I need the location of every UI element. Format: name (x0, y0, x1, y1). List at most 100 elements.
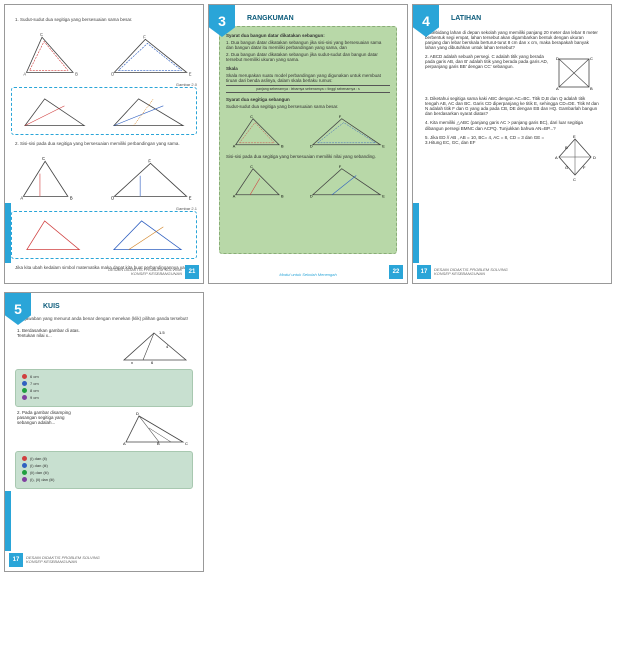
p3-sidebar (413, 203, 419, 263)
p4-opt1c[interactable]: 8 cm (22, 388, 186, 393)
svg-text:B: B (590, 86, 593, 91)
p3-footer2: KONSEP KESEBANGUNAN (434, 272, 508, 276)
svg-text:E: E (382, 194, 385, 198)
p2-greenbox: Syarat dua bangun datar dikatakan sebang… (219, 26, 397, 254)
p3-q2: 2. ABCD adalah sebuah persegi. C adalah … (425, 54, 551, 92)
svg-text:D: D (556, 56, 559, 61)
svg-text:D: D (111, 195, 114, 200)
p4-opt2d[interactable]: (i), (ii) dan (iii) (22, 477, 186, 482)
svg-text:E: E (382, 145, 385, 149)
page-4: 5 KUIS Pilih jawaban yang menurut anda b… (4, 292, 204, 572)
p1-figure-4 (15, 215, 193, 255)
svg-text:B: B (75, 71, 78, 76)
p1-footer2: KONSEP KESEBANGUNAN (108, 272, 182, 276)
p4-num: 17 (9, 553, 23, 567)
page-1: 1. Sudut-sudut dua segitiga yang bersesu… (4, 4, 204, 284)
svg-text:F: F (143, 34, 146, 39)
p1-figure-2 (15, 91, 193, 131)
svg-text:C: C (590, 56, 593, 61)
p4-opt1d[interactable]: 9 cm (22, 395, 186, 400)
p4-q2-figure: A C D B (121, 410, 191, 448)
svg-text:A: A (123, 441, 126, 446)
p2-num: 22 (389, 265, 403, 279)
svg-text:A: A (233, 194, 236, 198)
svg-text:C: C (573, 177, 576, 182)
p2-l2: 1. Dua bangun datar dikatakan sebangun j… (226, 40, 390, 50)
svg-text:F: F (339, 164, 342, 168)
p1-box-1 (11, 87, 197, 136)
p2-footer-center: Modul untuk Sekolah Menengah (209, 272, 407, 277)
p2-l9: Sisi-sisi pada dua segitiga yang bersesu… (226, 154, 390, 159)
p4-q1b: Tentukan nilai x... (17, 333, 117, 338)
p4-opt2b[interactable]: (i) dan (iii) (22, 463, 186, 468)
p1-figure-1: A B C D E F (11, 29, 197, 81)
p3-num: 17 (417, 265, 431, 279)
p3-q5-figure: EA DC BG F (551, 135, 599, 185)
svg-text:A: A (23, 71, 26, 76)
p2-formula: panjang sebenarnya : lebarnya sebenarnya… (226, 85, 390, 93)
p1-figure-3: A B C D E F (11, 153, 197, 205)
svg-text:F: F (339, 115, 342, 119)
page-2: 3 RANGKUMAN Syarat dua bangun datar dika… (208, 4, 408, 284)
p4-footer2: KONSEP KESEBANGUNAN (26, 560, 100, 564)
p4-intro: Pilih jawaban yang menurut anda benar de… (11, 314, 197, 324)
svg-text:B: B (565, 145, 568, 150)
svg-text:F: F (583, 165, 586, 170)
p1-num: 21 (185, 265, 199, 279)
p1-box-2 (11, 211, 197, 260)
p4-footer: 17 DESAIN DIDAKTIS PROBLEM SOLVING KONSE… (9, 553, 100, 567)
svg-text:C: C (42, 156, 45, 161)
p1-footer: DESAIN DIDAKTIS PROBLEM SOLVING KONSEP K… (108, 265, 199, 279)
svg-text:A: A (20, 195, 23, 200)
p2-title: RANGKUMAN (247, 15, 401, 22)
p4-opt1a[interactable]: 6 cm (22, 374, 186, 379)
svg-text:B: B (70, 195, 73, 200)
svg-text:D: D (593, 155, 596, 160)
svg-text:E: E (189, 195, 192, 200)
svg-text:C: C (40, 32, 43, 37)
svg-text:A: A (556, 86, 559, 91)
svg-text:4: 4 (166, 344, 169, 349)
svg-text:D: D (310, 145, 313, 149)
svg-text:B: B (281, 145, 284, 149)
p2-figure-1: A B C D E F (226, 111, 390, 150)
svg-text:E: E (573, 135, 576, 139)
svg-text:F: F (148, 158, 151, 163)
p1-item2: 2. Sisi-sisi pada dua segitiga yang bers… (15, 141, 193, 147)
p4-opt2c[interactable]: (ii) dan (iii) (22, 470, 186, 475)
p4-options-2: (i) dan (ii) (i) dan (iii) (ii) dan (iii… (15, 451, 193, 489)
p3-footer: 17 DESAIN DIDAKTIS PROBLEM SOLVING KONSE… (417, 265, 508, 279)
svg-text:C: C (250, 115, 253, 119)
svg-text:1.5: 1.5 (159, 330, 165, 335)
p2-l7: Syarat dua segitiga sebangun (226, 97, 390, 102)
svg-text:A: A (233, 145, 236, 149)
pages-row-bottom: 5 KUIS Pilih jawaban yang menurut anda b… (4, 292, 616, 572)
svg-text:B: B (157, 441, 160, 446)
p1-fig1-label: Gambar 2.0 (11, 82, 197, 87)
p1-heading: 1. Sudut-sudut dua segitiga yang bersesu… (15, 17, 193, 23)
p2-l4: Skala (226, 66, 390, 71)
p2-l1: Syarat dua bangun datar dikatakan sebang… (226, 33, 390, 38)
p4-sidebar (5, 491, 11, 551)
p4-q2c: sebangun adalah... (17, 420, 117, 425)
svg-text:E: E (189, 71, 192, 76)
p4-opt2a[interactable]: (i) dan (ii) (22, 456, 186, 461)
p4-opt1b[interactable]: 7 cm (22, 381, 186, 386)
p2-l8: Sudut-sudut dua segitiga yang bersesuaia… (226, 104, 390, 109)
svg-text:C: C (185, 441, 188, 446)
p2-l3: 2. Dua bangun datar dikatakan sebangun j… (226, 52, 390, 62)
pages-row-top: 1. Sudut-sudut dua segitiga yang bersesu… (4, 4, 616, 284)
p1-sidebar (5, 203, 11, 263)
p1-fig2-label: Gambar 2.1 (11, 206, 197, 211)
svg-text:D: D (136, 411, 139, 416)
p4-options-1: 6 cm 7 cm 8 cm 9 cm (15, 369, 193, 407)
p3-title: LATIHAN (451, 15, 605, 22)
p3-q5: 5. Jika ED // AB , AB = 10, BC= 4, AC = … (425, 135, 548, 185)
svg-text:G: G (565, 165, 568, 170)
svg-text:6: 6 (151, 360, 154, 365)
p2-l5: Skala merupakan suatu model perbandingan… (226, 73, 390, 83)
p3-q4: 4. Kita memiliki △ABC (panjang garis AC … (425, 120, 599, 131)
p3-q2-figure: A B C D (554, 54, 599, 92)
svg-text:C: C (250, 164, 253, 168)
p3-q1: 1. Sebidang lahan di depan sekolah yang … (425, 30, 599, 50)
